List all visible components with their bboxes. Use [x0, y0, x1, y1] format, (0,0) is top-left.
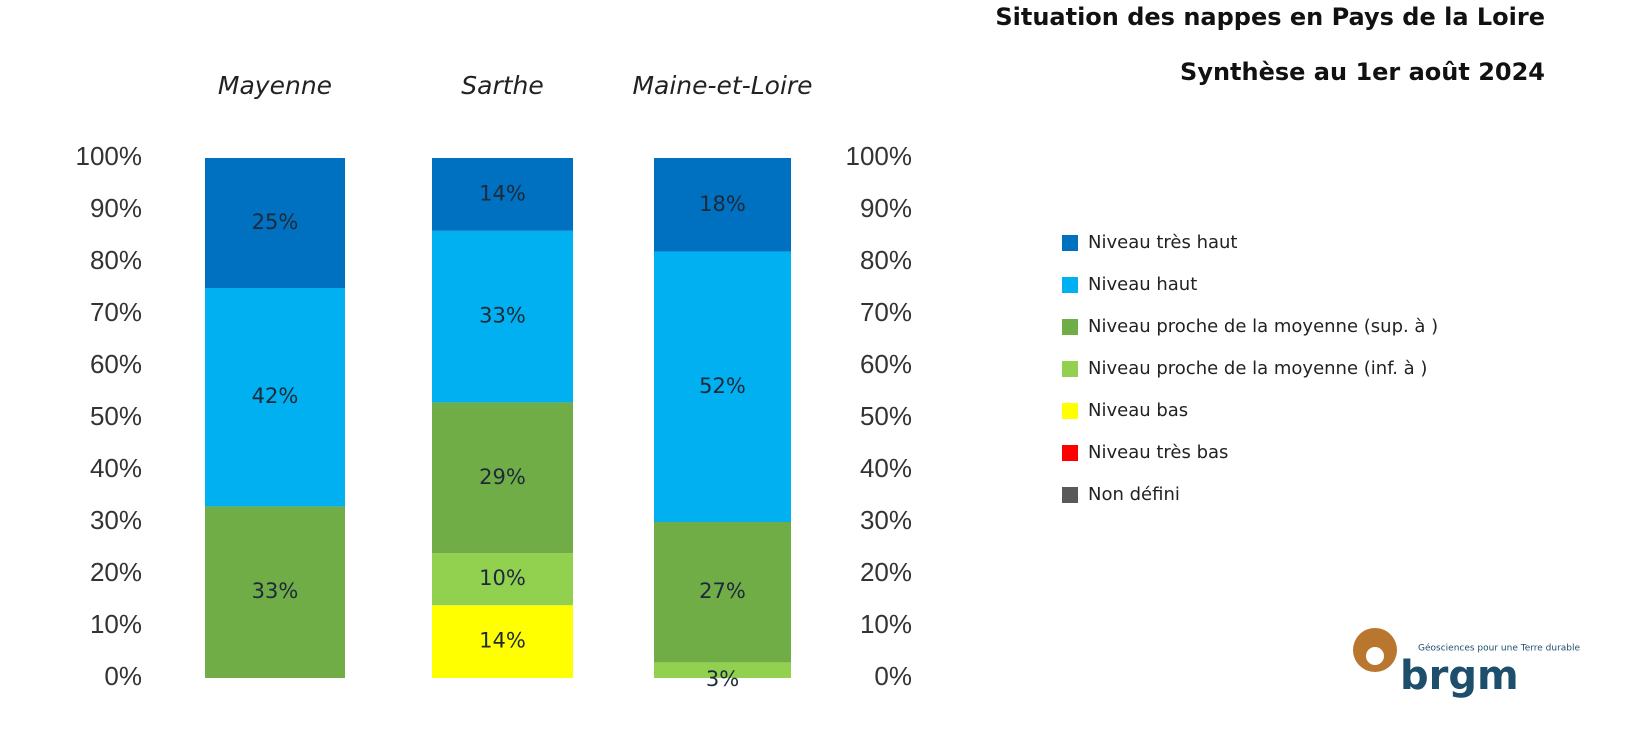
legend-swatch	[1062, 361, 1078, 377]
value-label: 3%	[706, 667, 739, 691]
category-label: Sarthe	[461, 71, 544, 100]
bar-segment	[432, 553, 573, 606]
y-tick-label: 10%	[90, 609, 142, 639]
y-tick-label: 20%	[90, 557, 142, 587]
legend-label: Niveau proche de la moyenne (sup. à )	[1088, 316, 1438, 337]
bar-segment	[654, 158, 791, 252]
value-label: 14%	[479, 181, 526, 205]
legend-label: Non défini	[1088, 484, 1180, 505]
y-tick-label: 0%	[104, 661, 142, 691]
y2-tick-label: 10%	[860, 609, 912, 639]
bar-segment	[654, 522, 791, 663]
value-label: 33%	[252, 579, 299, 603]
value-label: 14%	[479, 629, 526, 653]
legend-label: Niveau proche de la moyenne (inf. à )	[1088, 358, 1427, 379]
value-label: 10%	[479, 566, 526, 590]
y2-tick-label: 40%	[860, 453, 912, 483]
value-label: 42%	[252, 384, 299, 408]
y2-tick-label: 20%	[860, 557, 912, 587]
logo-tagline: Géosciences pour une Terre durable	[1418, 643, 1581, 654]
legend-swatch	[1062, 445, 1078, 461]
legend-swatch	[1062, 403, 1078, 419]
value-label: 29%	[479, 465, 526, 489]
value-label: 18%	[699, 192, 746, 216]
category-label: Maine-et-Loire	[632, 71, 812, 100]
bar-segment	[205, 288, 345, 507]
legend-swatch	[1062, 277, 1078, 293]
value-label: 25%	[252, 210, 299, 234]
y-tick-label: 100%	[76, 141, 143, 171]
bar-segment	[205, 506, 345, 678]
legend-label: Niveau très bas	[1088, 442, 1228, 463]
legend-label: Niveau bas	[1088, 400, 1188, 421]
chart-title: Situation des nappes en Pays de la Loire	[995, 3, 1545, 31]
bar-segment	[432, 605, 573, 678]
bar-segment	[654, 251, 791, 522]
y2-tick-label: 0%	[874, 661, 912, 691]
bar-segment	[654, 662, 791, 678]
y2-tick-label: 60%	[860, 349, 912, 379]
y2-tick-label: 100%	[846, 141, 913, 171]
legend-label: Niveau haut	[1088, 274, 1197, 295]
y2-tick-label: 30%	[860, 505, 912, 535]
bar-segment	[432, 402, 573, 554]
bar-segment	[432, 158, 573, 231]
y2-tick-label: 90%	[860, 193, 912, 223]
y-tick-label: 70%	[90, 297, 142, 327]
y-tick-label: 50%	[90, 401, 142, 431]
y-tick-label: 60%	[90, 349, 142, 379]
bar-segment	[432, 230, 573, 403]
legend-swatch	[1062, 319, 1078, 335]
value-label: 52%	[699, 374, 746, 398]
legend-swatch	[1062, 487, 1078, 503]
logo-name: brgm	[1400, 653, 1519, 699]
y-tick-label: 30%	[90, 505, 142, 535]
y2-tick-label: 80%	[860, 245, 912, 275]
bar-segment	[205, 158, 345, 288]
category-label: Mayenne	[218, 71, 332, 100]
y2-tick-label: 70%	[860, 297, 912, 327]
legend-label: Niveau très haut	[1088, 232, 1238, 253]
y-tick-label: 80%	[90, 245, 142, 275]
y-tick-label: 90%	[90, 193, 142, 223]
logo-icon-inner	[1366, 647, 1384, 665]
y2-tick-label: 50%	[860, 401, 912, 431]
chart-subtitle: Synthèse au 1er août 2024	[1180, 58, 1545, 86]
value-label: 27%	[699, 579, 746, 603]
y-tick-label: 40%	[90, 453, 142, 483]
legend-swatch	[1062, 235, 1078, 251]
value-label: 33%	[479, 304, 526, 328]
logo: brgm Géosciences pour une Terre durable	[1353, 628, 1581, 699]
